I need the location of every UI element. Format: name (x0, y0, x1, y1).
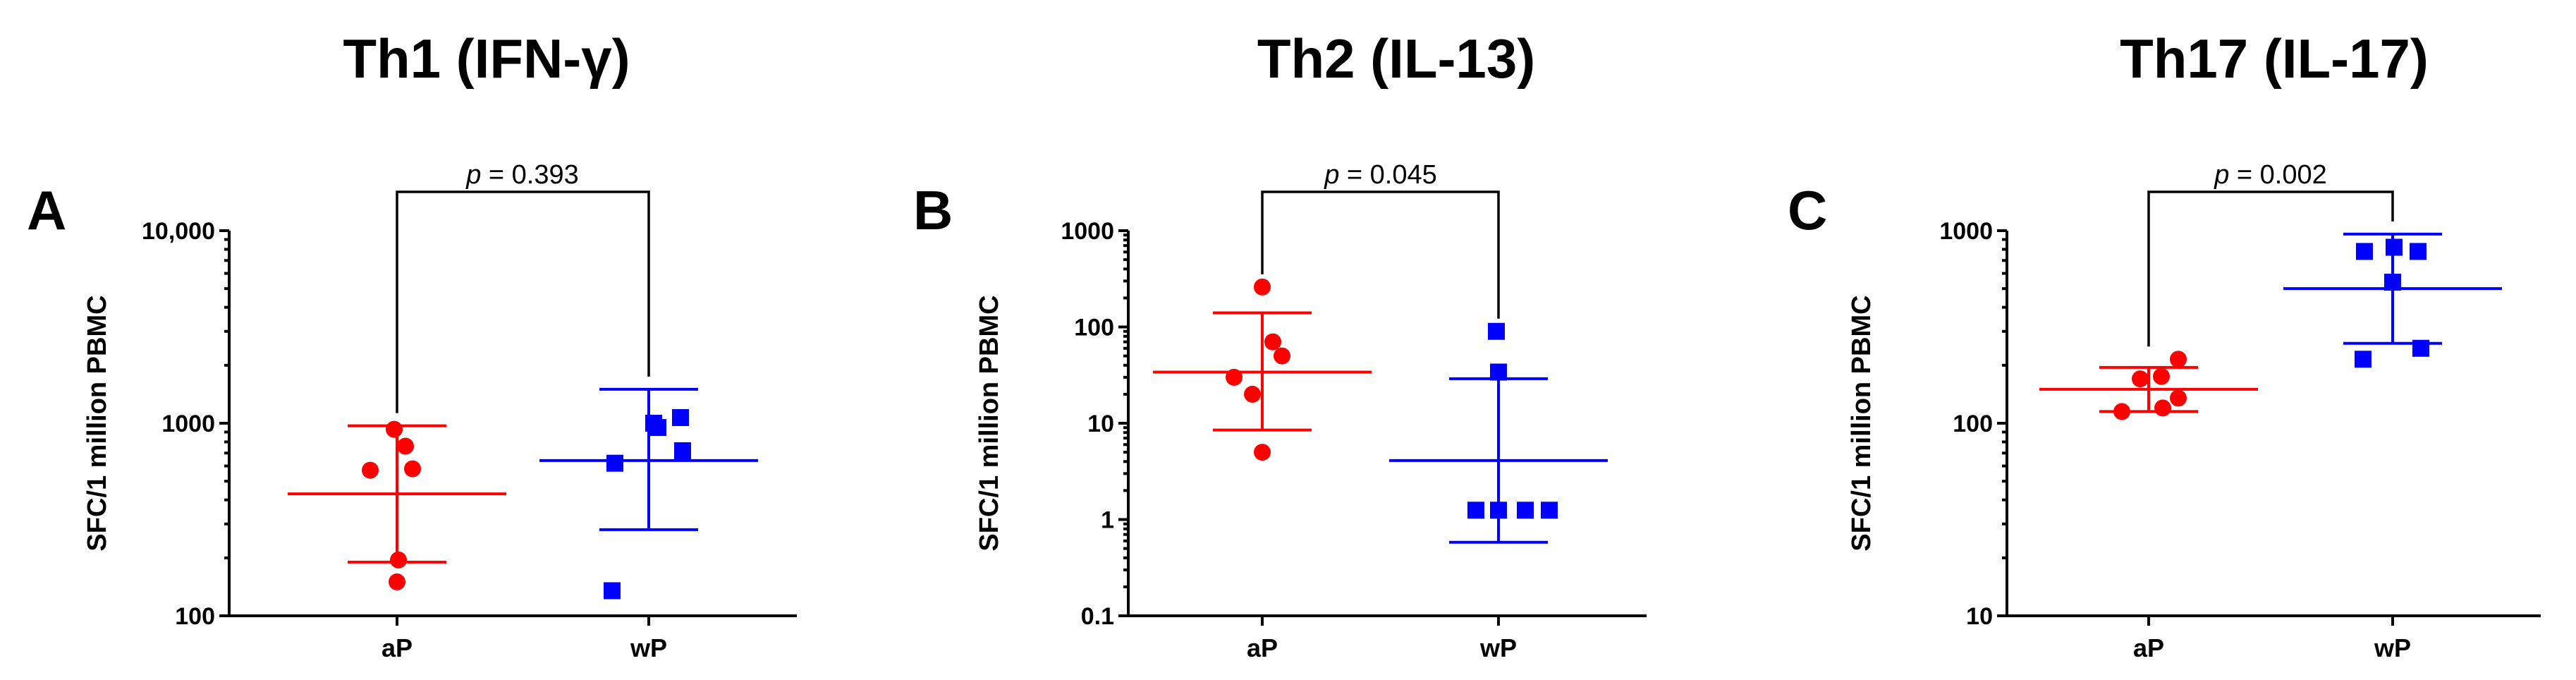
data-point (2386, 238, 2403, 256)
data-point (1541, 502, 1558, 519)
y-tick-label: 1000 (1939, 218, 1993, 245)
data-point (606, 454, 623, 472)
series-wP (539, 387, 758, 600)
x-tick-label: wP (630, 633, 667, 662)
panel-title: Th2 (IL-13) (1257, 28, 1535, 90)
x-tick-label: aP (1247, 633, 1278, 662)
panel-letter: C (1788, 179, 1827, 241)
p-value-text: = 0.002 (2229, 160, 2326, 190)
p-symbol: p (1324, 160, 1339, 190)
p-value-label: p = 0.002 (2214, 160, 2327, 190)
data-point (1490, 502, 1507, 519)
data-point (2412, 339, 2429, 357)
x-tick-label: aP (2133, 633, 2164, 662)
y-tick-label: 100 (1074, 315, 1114, 341)
data-point (386, 420, 403, 438)
y-tick-label: 100 (1953, 411, 1993, 437)
data-point (645, 415, 662, 432)
y-tick-label: 1000 (1061, 218, 1114, 245)
data-point (672, 408, 689, 426)
data-point (2356, 243, 2373, 260)
data-point (1226, 368, 1243, 386)
panel-title: Th17 (IL-17) (2120, 28, 2429, 90)
data-point (2154, 399, 2171, 417)
p-value-label: p = 0.045 (1324, 160, 1437, 190)
y-tick-label: 10 (1087, 411, 1114, 437)
series-aP (2039, 351, 2258, 420)
data-point (362, 461, 379, 479)
data-point (397, 437, 414, 455)
data-point (1254, 444, 1271, 461)
p-value-label: p = 0.393 (465, 160, 579, 190)
data-point (2153, 368, 2170, 385)
p-symbol: p (465, 160, 481, 190)
y-tick-label: 1 (1101, 507, 1114, 534)
panel-c: Th17 (IL-17) C 10 100 1000 aP wP SFC/1 million … (1788, 28, 2541, 662)
data-point (1254, 278, 1271, 296)
y-axis-label: SFC/1 million PBMC (1847, 295, 1876, 551)
y-tick-label: 10,000 (142, 218, 215, 245)
y-tick-label: 10 (1966, 603, 1993, 630)
data-point (2355, 351, 2371, 368)
panel-a: Th1 (IFN-γ) A 100 1000 10,000 aP wP SFC/1 milli… (27, 28, 797, 662)
data-point (1488, 322, 1505, 340)
y-tick-label: 0.1 (1081, 603, 1114, 630)
data-point (389, 573, 405, 590)
data-point (390, 551, 407, 569)
y-axis-label: SFC/1 million PBMC (83, 295, 112, 551)
significance-bracket (1261, 190, 1500, 319)
data-point (2170, 351, 2187, 368)
x-tick-label: aP (381, 633, 413, 662)
data-point (1274, 347, 1290, 365)
panel-letter: A (27, 179, 66, 241)
data-point (404, 460, 421, 478)
data-point (2384, 274, 2401, 291)
panel-title: Th1 (IFN-γ) (343, 28, 630, 90)
p-symbol: p (2214, 160, 2229, 190)
y-axis-label: SFC/1 million PBMC (975, 295, 1004, 551)
series-aP (1153, 278, 1372, 461)
data-point (2113, 403, 2130, 420)
p-value-text: = 0.045 (1339, 160, 1436, 190)
panel-b: Th2 (IL-13) B 0.1 1 10 100 1000 aP wP SFC/1 milli… (913, 28, 1647, 662)
series-wP (2283, 232, 2502, 368)
data-point (604, 582, 621, 600)
data-point (1244, 385, 1261, 403)
p-value-text: = 0.393 (481, 160, 578, 190)
x-tick-label: wP (2374, 633, 2411, 662)
data-point (2132, 370, 2149, 388)
data-point (2410, 243, 2427, 260)
data-point (1490, 363, 1507, 381)
data-point (1264, 333, 1281, 351)
x-tick-label: wP (1479, 633, 1517, 662)
series-wP (1389, 322, 1608, 544)
data-point (2170, 389, 2187, 407)
panel-letter: B (913, 179, 953, 241)
y-tick-label: 1000 (161, 411, 215, 437)
series-aP (288, 420, 506, 590)
significance-bracket (396, 190, 650, 413)
data-point (1517, 502, 1534, 519)
significance-bracket (2147, 190, 2394, 347)
data-point (1467, 502, 1484, 519)
y-tick-label: 100 (175, 603, 215, 630)
data-point (674, 442, 691, 459)
